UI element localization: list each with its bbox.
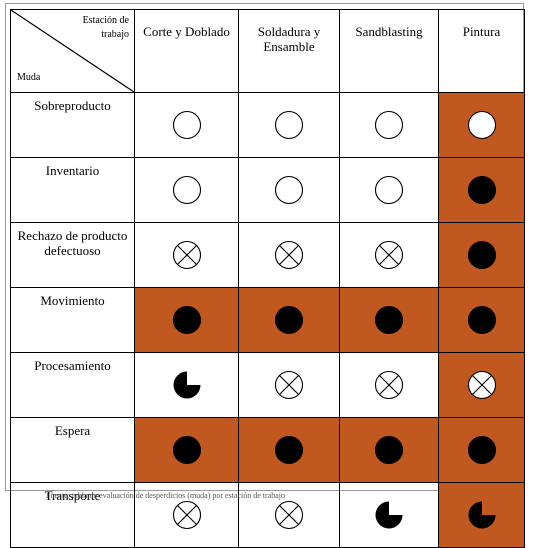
cell-soldadura	[238, 92, 340, 158]
cell-pintura	[438, 287, 525, 353]
crossed-circle-icon	[374, 370, 404, 400]
crossed-circle-icon	[467, 370, 496, 400]
empty-circle-icon	[467, 110, 496, 140]
crossed-circle-icon	[374, 240, 404, 270]
muda-row: Espera	[10, 417, 525, 483]
empty-circle-icon	[172, 110, 201, 140]
crossed-circle-icon	[274, 370, 304, 400]
empty-circle-icon	[274, 175, 304, 205]
corner-cell: Estación de trabajo Muda	[10, 9, 135, 93]
cell-soldadura	[238, 417, 340, 483]
filled-circle-icon	[172, 305, 201, 335]
crossed-circle-icon	[172, 240, 201, 270]
crossed-circle-icon	[172, 500, 201, 530]
filled-circle-icon	[467, 175, 496, 205]
cell-sandblasting	[339, 92, 439, 158]
cell-soldadura	[238, 157, 340, 223]
empty-circle-icon	[374, 110, 404, 140]
row-label: Rechazo de producto defectuoso	[10, 222, 135, 288]
corner-bottom-label: Muda	[17, 71, 41, 83]
cell-sandblasting	[339, 222, 439, 288]
cell-pintura	[438, 92, 525, 158]
row-label: Inventario	[10, 157, 135, 223]
cell-corte	[134, 287, 239, 353]
header-row: Estación de trabajo Muda Corte y Doblado …	[10, 9, 525, 93]
crossed-circle-icon	[274, 240, 304, 270]
muda-row: Sobreproducto	[10, 92, 525, 158]
cell-soldadura	[238, 287, 340, 353]
three-quarter-circle-icon	[173, 371, 200, 399]
filled-circle-icon	[274, 435, 304, 465]
empty-circle-icon	[274, 110, 304, 140]
corner-diagonal	[11, 10, 134, 92]
filled-circle-icon	[374, 305, 404, 335]
empty-circle-icon	[374, 175, 404, 205]
column-header-pintura: Pintura	[438, 9, 525, 93]
muda-row: Inventario	[10, 157, 525, 223]
row-label: Sobreproducto	[10, 92, 135, 158]
column-header-corte: Corte y Doblado	[134, 9, 239, 93]
muda-row: Procesamiento	[10, 352, 525, 418]
source-footnote: Fuente: tabla de evaluación de desperdic…	[46, 491, 286, 500]
cell-corte	[134, 157, 239, 223]
corner-top-label: Estación de trabajo	[82, 15, 129, 40]
cell-pintura	[438, 222, 525, 288]
cell-sandblasting	[339, 417, 439, 483]
filled-circle-icon	[374, 435, 404, 465]
filled-circle-icon	[172, 435, 201, 465]
column-header-soldadura: Soldadura y Ensamble	[238, 9, 340, 93]
row-label: Movimiento	[10, 287, 135, 353]
cell-corte	[134, 92, 239, 158]
cell-sandblasting	[339, 482, 439, 548]
cell-pintura	[438, 417, 525, 483]
cell-sandblasting	[339, 157, 439, 223]
row-label: Espera	[10, 417, 135, 483]
cell-corte	[134, 417, 239, 483]
muda-matrix-table: Estación de trabajo Muda Corte y Doblado …	[10, 9, 525, 548]
filled-circle-icon	[274, 305, 304, 335]
cell-soldadura	[238, 222, 340, 288]
filled-circle-icon	[467, 435, 496, 465]
three-quarter-circle-icon	[468, 501, 495, 529]
muda-row: Rechazo de producto defectuoso	[10, 222, 525, 288]
filled-circle-icon	[467, 305, 496, 335]
cell-pintura	[438, 482, 525, 548]
row-label: Procesamiento	[10, 352, 135, 418]
cell-corte	[134, 222, 239, 288]
muda-row: Movimiento	[10, 287, 525, 353]
cell-sandblasting	[339, 352, 439, 418]
crossed-circle-icon	[274, 500, 304, 530]
cell-pintura	[438, 157, 525, 223]
cell-sandblasting	[339, 287, 439, 353]
filled-circle-icon	[467, 240, 496, 270]
three-quarter-circle-icon	[375, 501, 403, 529]
cell-pintura	[438, 352, 525, 418]
empty-circle-icon	[172, 175, 201, 205]
cell-corte	[134, 352, 239, 418]
column-header-sandblasting: Sandblasting	[339, 9, 439, 93]
cell-soldadura	[238, 352, 340, 418]
